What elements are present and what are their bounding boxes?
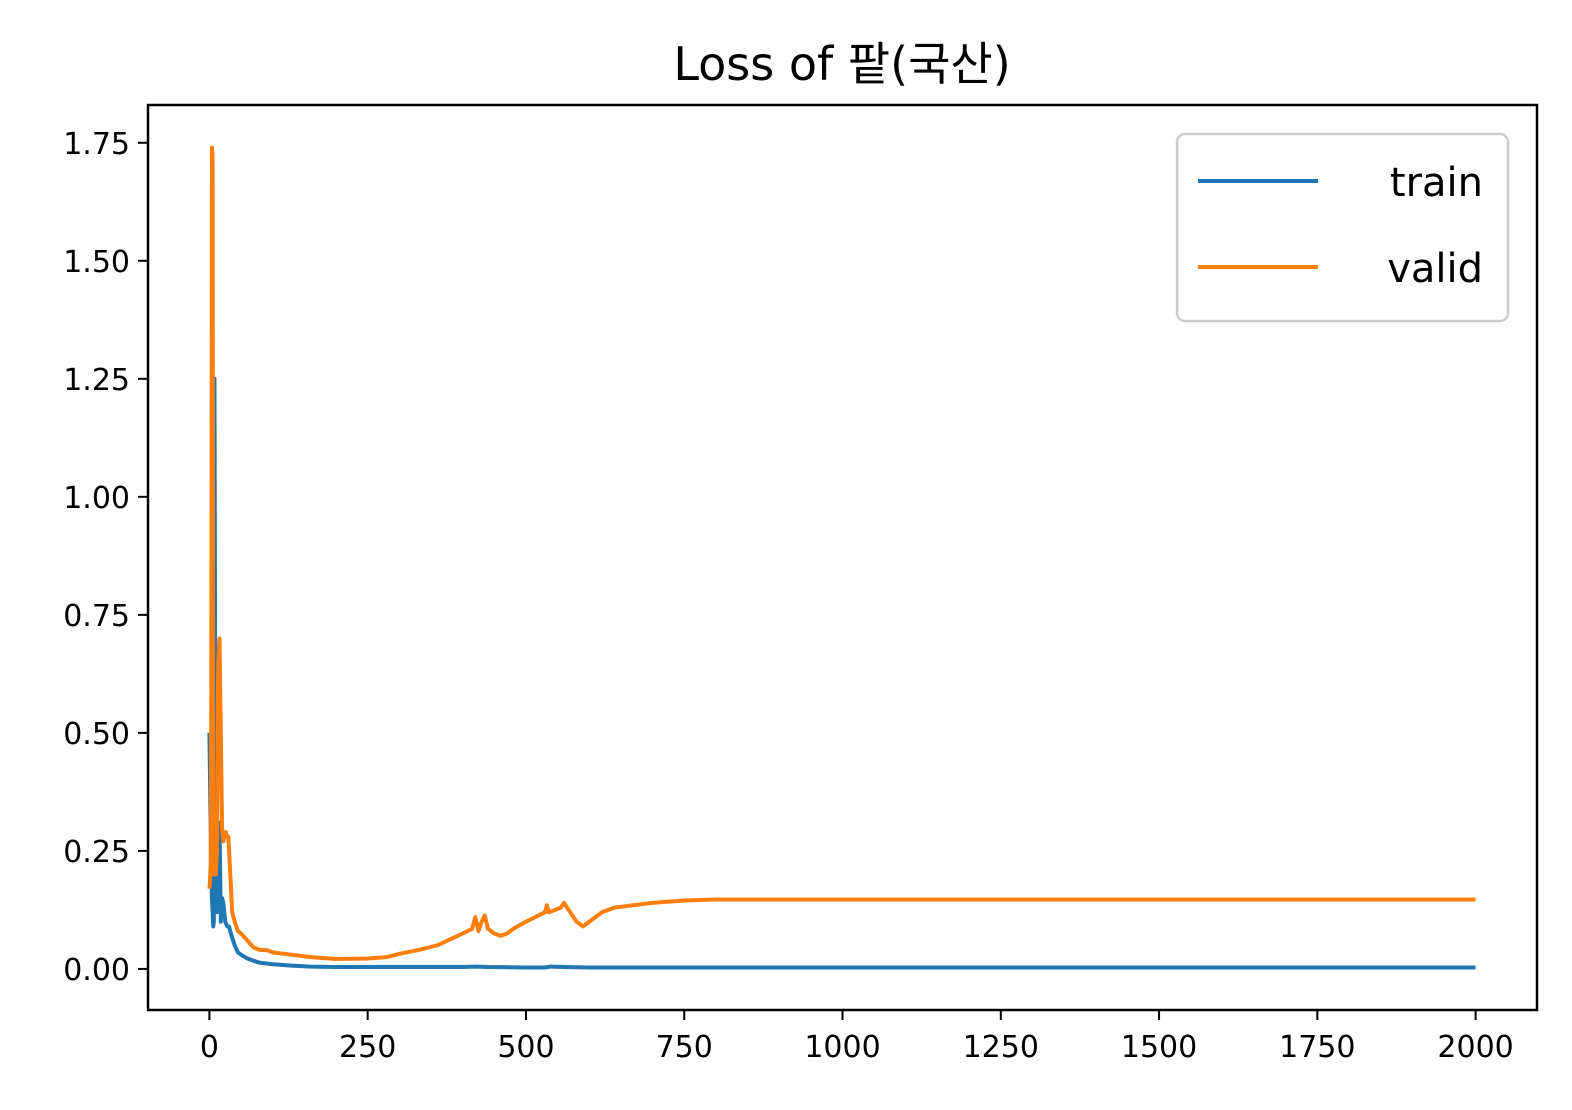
x-tick-label: 500 [497, 1030, 554, 1065]
legend-label-train: train [1390, 160, 1483, 206]
y-tick-label: 1.25 [63, 363, 130, 398]
y-tick-label: 0.50 [63, 717, 130, 752]
series-line-valid [207, 145, 1476, 962]
x-tick-label: 1500 [1121, 1030, 1197, 1065]
y-tick-label: 0.25 [63, 835, 130, 870]
x-tick-label: 0 [200, 1030, 219, 1065]
x-tick-label: 750 [656, 1030, 713, 1065]
legend-label-valid: valid [1387, 246, 1483, 292]
x-tick-label: 1000 [804, 1030, 880, 1065]
y-tick-label: 1.75 [63, 127, 130, 162]
y-axis: 0.00 0.25 0.50 0.75 1.00 1.25 1.50 1.75 [63, 127, 148, 988]
x-axis: 0 250 500 750 1000 1250 1500 1750 2000 [200, 1010, 1514, 1065]
x-tick-label: 1250 [963, 1030, 1039, 1065]
x-tick-label: 250 [339, 1030, 396, 1065]
y-tick-label: 1.50 [63, 245, 130, 280]
y-tick-label: 1.00 [63, 481, 130, 516]
y-tick-label: 0.00 [63, 953, 130, 988]
series-layer [207, 145, 1476, 970]
x-tick-label: 2000 [1437, 1030, 1513, 1065]
y-tick-label: 0.75 [63, 599, 130, 634]
x-tick-label: 1750 [1279, 1030, 1355, 1065]
chart-title: Loss of 팥(국산) [673, 37, 1010, 91]
legend: train valid [1175, 132, 1510, 323]
